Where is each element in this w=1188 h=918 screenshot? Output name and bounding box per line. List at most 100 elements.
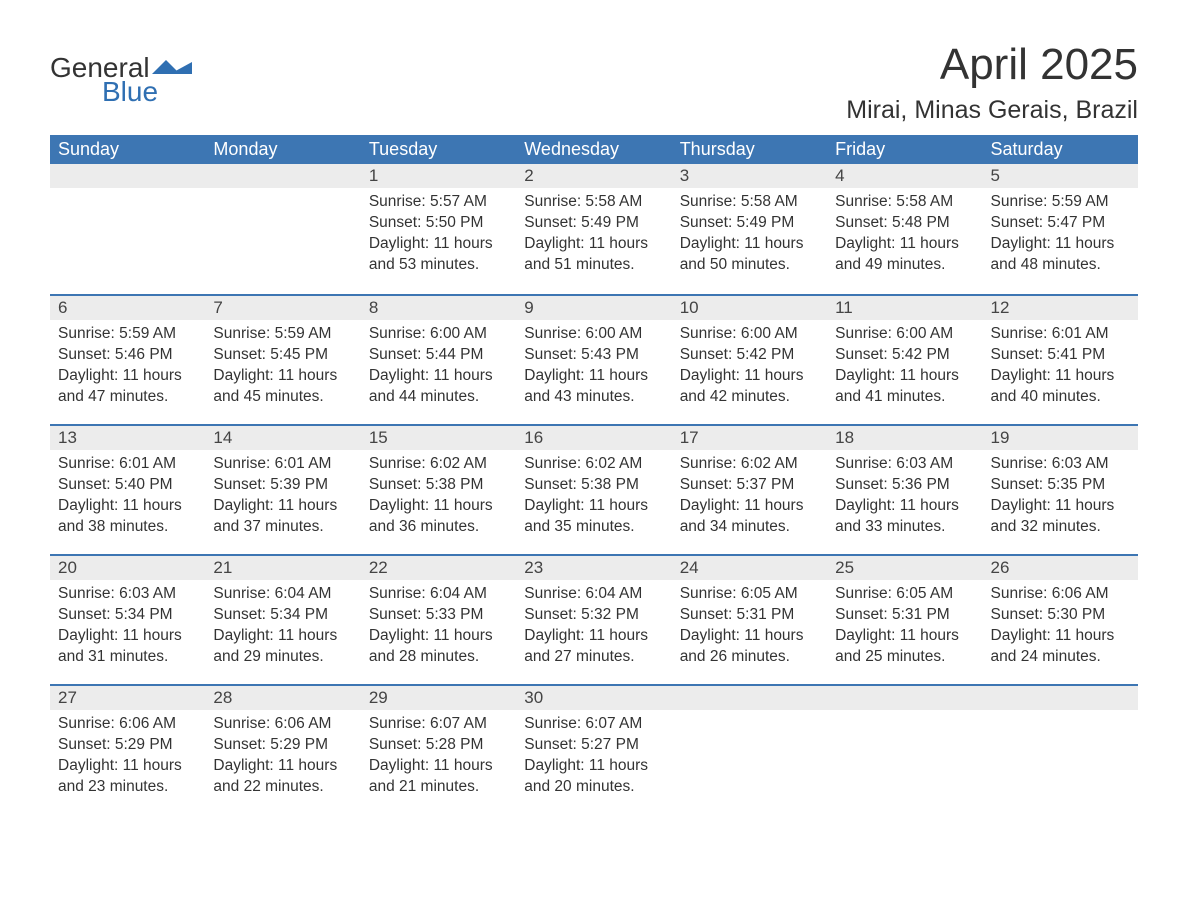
day-sunrise: Sunrise: 5:59 AM	[58, 324, 197, 345]
day-day1: Daylight: 11 hours	[213, 496, 352, 517]
day-day1: Daylight: 11 hours	[680, 496, 819, 517]
day-day1: Daylight: 11 hours	[991, 496, 1130, 517]
day-details	[983, 710, 1138, 724]
logo-flag-icon	[152, 58, 192, 78]
day-sunset: Sunset: 5:39 PM	[213, 475, 352, 496]
day-sunset: Sunset: 5:31 PM	[680, 605, 819, 626]
day-sunset: Sunset: 5:45 PM	[213, 345, 352, 366]
day-number	[983, 684, 1138, 710]
calendar-week-row: 27Sunrise: 6:06 AMSunset: 5:29 PMDayligh…	[50, 684, 1138, 814]
day-day1: Daylight: 11 hours	[680, 366, 819, 387]
day-sunrise: Sunrise: 6:00 AM	[524, 324, 663, 345]
calendar-day-cell: 16Sunrise: 6:02 AMSunset: 5:38 PMDayligh…	[516, 424, 671, 554]
day-details: Sunrise: 6:03 AMSunset: 5:34 PMDaylight:…	[50, 580, 205, 678]
day-day1: Daylight: 11 hours	[991, 234, 1130, 255]
weekday-header: Friday	[827, 135, 982, 164]
day-details: Sunrise: 6:04 AMSunset: 5:33 PMDaylight:…	[361, 580, 516, 678]
day-day2: and 50 minutes.	[680, 255, 819, 276]
day-day1: Daylight: 11 hours	[680, 626, 819, 647]
day-sunset: Sunset: 5:35 PM	[991, 475, 1130, 496]
day-day1: Daylight: 11 hours	[524, 496, 663, 517]
day-day2: and 25 minutes.	[835, 647, 974, 668]
day-sunset: Sunset: 5:42 PM	[835, 345, 974, 366]
weekday-header: Sunday	[50, 135, 205, 164]
day-number	[672, 684, 827, 710]
day-sunset: Sunset: 5:36 PM	[835, 475, 974, 496]
day-sunset: Sunset: 5:44 PM	[369, 345, 508, 366]
day-number	[827, 684, 982, 710]
day-sunrise: Sunrise: 6:05 AM	[680, 584, 819, 605]
day-day1: Daylight: 11 hours	[369, 756, 508, 777]
day-details: Sunrise: 6:03 AMSunset: 5:36 PMDaylight:…	[827, 450, 982, 548]
calendar-day-cell: 14Sunrise: 6:01 AMSunset: 5:39 PMDayligh…	[205, 424, 360, 554]
day-number: 5	[983, 164, 1138, 188]
day-details: Sunrise: 5:58 AMSunset: 5:49 PMDaylight:…	[672, 188, 827, 286]
day-day1: Daylight: 11 hours	[524, 756, 663, 777]
calendar-day-cell: 7Sunrise: 5:59 AMSunset: 5:45 PMDaylight…	[205, 294, 360, 424]
day-number: 25	[827, 554, 982, 580]
day-number: 3	[672, 164, 827, 188]
day-sunset: Sunset: 5:49 PM	[524, 213, 663, 234]
day-number: 19	[983, 424, 1138, 450]
day-sunrise: Sunrise: 6:06 AM	[213, 714, 352, 735]
day-details: Sunrise: 6:04 AMSunset: 5:32 PMDaylight:…	[516, 580, 671, 678]
day-number: 17	[672, 424, 827, 450]
weekday-header: Monday	[205, 135, 360, 164]
calendar-day-cell	[672, 684, 827, 814]
day-details: Sunrise: 5:59 AMSunset: 5:45 PMDaylight:…	[205, 320, 360, 418]
day-details: Sunrise: 6:06 AMSunset: 5:30 PMDaylight:…	[983, 580, 1138, 678]
logo: General Blue	[50, 40, 192, 106]
day-day1: Daylight: 11 hours	[58, 756, 197, 777]
day-day2: and 48 minutes.	[991, 255, 1130, 276]
day-sunset: Sunset: 5:49 PM	[680, 213, 819, 234]
day-day2: and 53 minutes.	[369, 255, 508, 276]
calendar-day-cell: 22Sunrise: 6:04 AMSunset: 5:33 PMDayligh…	[361, 554, 516, 684]
day-day1: Daylight: 11 hours	[213, 626, 352, 647]
day-number: 22	[361, 554, 516, 580]
day-day2: and 32 minutes.	[991, 517, 1130, 538]
day-day2: and 22 minutes.	[213, 777, 352, 798]
day-sunset: Sunset: 5:41 PM	[991, 345, 1130, 366]
day-number: 30	[516, 684, 671, 710]
weekday-header-row: Sunday Monday Tuesday Wednesday Thursday…	[50, 135, 1138, 164]
month-title: April 2025	[846, 40, 1138, 90]
day-number: 16	[516, 424, 671, 450]
day-details: Sunrise: 6:05 AMSunset: 5:31 PMDaylight:…	[827, 580, 982, 678]
day-sunset: Sunset: 5:30 PM	[991, 605, 1130, 626]
day-day1: Daylight: 11 hours	[835, 366, 974, 387]
day-day2: and 43 minutes.	[524, 387, 663, 408]
day-details: Sunrise: 6:06 AMSunset: 5:29 PMDaylight:…	[50, 710, 205, 808]
day-day1: Daylight: 11 hours	[524, 366, 663, 387]
calendar-day-cell: 17Sunrise: 6:02 AMSunset: 5:37 PMDayligh…	[672, 424, 827, 554]
calendar-day-cell: 29Sunrise: 6:07 AMSunset: 5:28 PMDayligh…	[361, 684, 516, 814]
day-number: 28	[205, 684, 360, 710]
day-sunset: Sunset: 5:31 PM	[835, 605, 974, 626]
day-day2: and 36 minutes.	[369, 517, 508, 538]
day-day2: and 44 minutes.	[369, 387, 508, 408]
day-sunrise: Sunrise: 5:59 AM	[213, 324, 352, 345]
calendar-day-cell	[983, 684, 1138, 814]
calendar-week-row: 6Sunrise: 5:59 AMSunset: 5:46 PMDaylight…	[50, 294, 1138, 424]
day-day2: and 21 minutes.	[369, 777, 508, 798]
day-sunset: Sunset: 5:38 PM	[369, 475, 508, 496]
day-sunset: Sunset: 5:48 PM	[835, 213, 974, 234]
day-details	[672, 710, 827, 724]
day-day1: Daylight: 11 hours	[369, 626, 508, 647]
day-day2: and 31 minutes.	[58, 647, 197, 668]
day-sunset: Sunset: 5:33 PM	[369, 605, 508, 626]
day-day1: Daylight: 11 hours	[835, 234, 974, 255]
day-sunset: Sunset: 5:43 PM	[524, 345, 663, 366]
calendar-day-cell: 3Sunrise: 5:58 AMSunset: 5:49 PMDaylight…	[672, 164, 827, 294]
day-number: 20	[50, 554, 205, 580]
day-details: Sunrise: 6:03 AMSunset: 5:35 PMDaylight:…	[983, 450, 1138, 548]
day-details: Sunrise: 6:00 AMSunset: 5:44 PMDaylight:…	[361, 320, 516, 418]
day-sunset: Sunset: 5:34 PM	[58, 605, 197, 626]
day-day2: and 41 minutes.	[835, 387, 974, 408]
calendar-table: Sunday Monday Tuesday Wednesday Thursday…	[50, 135, 1138, 814]
day-day2: and 33 minutes.	[835, 517, 974, 538]
day-sunrise: Sunrise: 5:58 AM	[680, 192, 819, 213]
day-day2: and 26 minutes.	[680, 647, 819, 668]
day-day2: and 37 minutes.	[213, 517, 352, 538]
day-day2: and 51 minutes.	[524, 255, 663, 276]
calendar-day-cell	[205, 164, 360, 294]
